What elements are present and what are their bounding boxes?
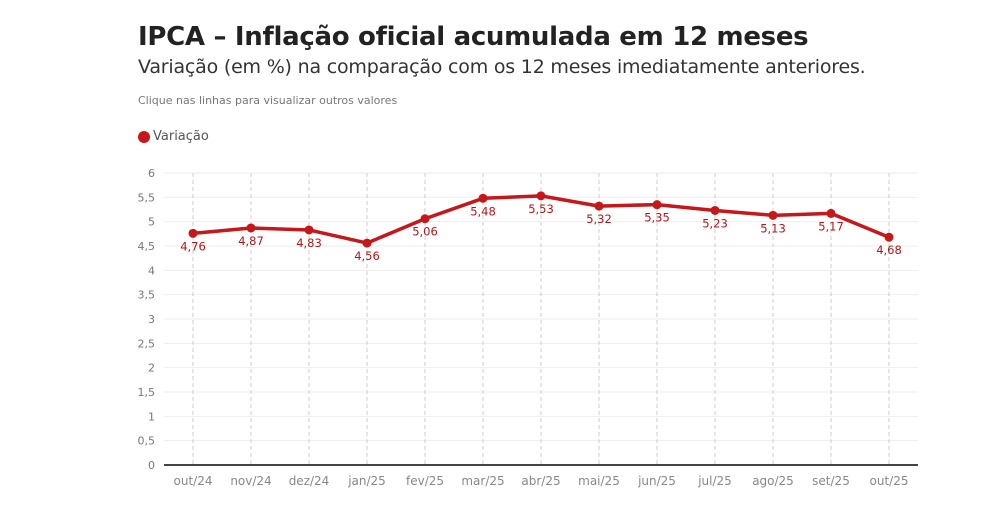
x-tick-label: set/25	[812, 474, 850, 488]
x-tick-label: out/24	[174, 474, 213, 488]
x-tick-label: mai/25	[578, 474, 620, 488]
x-tick-label: ago/25	[752, 474, 794, 488]
data-point[interactable]	[362, 238, 372, 248]
instruction-note: Clique nas linhas para visualizar outros…	[138, 94, 398, 107]
x-tick-label: out/25	[870, 474, 909, 488]
data-label: 5,13	[760, 221, 786, 235]
x-tick-label: mar/25	[461, 474, 504, 488]
data-point[interactable]	[478, 193, 488, 203]
data-label: 4,68	[876, 243, 902, 257]
data-label: 5,32	[586, 212, 612, 226]
chart-title: IPCA – Inflação oficial acumulada em 12 …	[138, 22, 809, 52]
data-point[interactable]	[536, 191, 546, 201]
y-tick-label: 3	[148, 313, 155, 326]
y-tick-label: 5	[148, 216, 155, 229]
y-tick-label: 3,5	[138, 289, 156, 302]
data-label: 5,53	[528, 202, 554, 216]
y-tick-label: 4	[148, 264, 155, 277]
data-point[interactable]	[768, 210, 778, 220]
x-tick-label: fev/25	[406, 474, 444, 488]
legend-dot-icon	[138, 130, 150, 143]
x-tick-label: jun/25	[637, 474, 676, 488]
data-point[interactable]	[652, 200, 662, 210]
data-label: 5,17	[818, 219, 844, 233]
y-tick-label: 2,5	[138, 337, 156, 350]
data-point[interactable]	[188, 228, 198, 238]
data-point[interactable]	[826, 208, 836, 218]
x-tick-label: dez/24	[289, 474, 330, 488]
data-label: 5,23	[702, 216, 728, 230]
data-label: 4,83	[296, 236, 322, 250]
y-tick-label: 1,5	[138, 386, 156, 399]
y-tick-label: 0	[148, 459, 155, 472]
data-point[interactable]	[246, 223, 256, 233]
data-label: 5,35	[644, 211, 670, 225]
data-point[interactable]	[710, 205, 720, 215]
data-label: 5,06	[412, 225, 438, 239]
y-tick-label: 4,5	[138, 240, 156, 253]
data-point[interactable]	[884, 232, 894, 242]
y-tick-label: 5,5	[138, 191, 156, 204]
chart-subtitle: Variação (em %) na comparação com os 12 …	[138, 56, 866, 78]
data-label: 4,76	[180, 239, 206, 253]
x-tick-label: jan/25	[347, 474, 386, 488]
data-point[interactable]	[304, 225, 314, 235]
data-label: 4,87	[238, 234, 264, 248]
y-tick-label: 6	[148, 167, 155, 180]
data-label: 5,48	[470, 204, 496, 218]
y-tick-label: 0,5	[138, 435, 156, 448]
x-tick-label: jul/25	[697, 474, 732, 488]
legend-label: Variação	[153, 129, 209, 144]
x-tick-label: nov/24	[230, 474, 271, 488]
data-point[interactable]	[594, 201, 604, 211]
y-tick-label: 2	[148, 362, 155, 375]
x-tick-label: abr/25	[521, 474, 560, 488]
data-point[interactable]	[420, 214, 430, 224]
data-label: 4,56	[354, 249, 380, 263]
legend-item-variacao[interactable]: Variação	[138, 129, 209, 144]
y-tick-label: 1	[148, 410, 155, 423]
